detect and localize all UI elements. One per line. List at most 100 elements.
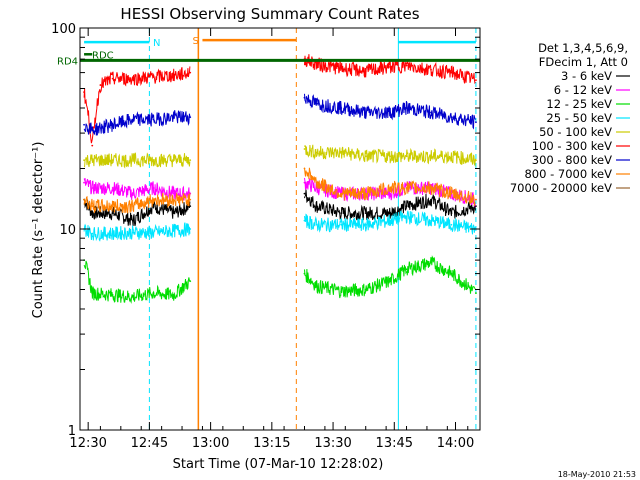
series-7-point-0 [83,198,85,201]
series-5-point-3 [111,77,114,80]
y-tick-label-0: 1 [68,424,76,439]
series-4-point-14 [450,155,453,158]
series-2-point-5 [172,294,175,296]
series-2-point-14 [450,272,453,275]
series-4-point-2 [111,159,114,162]
series-7-point-5 [172,198,175,201]
series-1-point-7 [303,181,306,184]
series-1-point-3 [132,192,134,195]
series-6-point-7 [303,96,306,99]
y-tick-label-2: 100 [51,22,76,37]
series-4-point-10 [364,155,367,158]
series-5-point-9 [315,63,318,66]
series-6-point-15 [475,121,477,124]
series-4-point-0 [83,159,85,162]
series-5-point-16 [475,79,477,82]
series-2-point-1 [91,292,94,294]
series-6-point-4 [152,118,155,121]
series-5-point-0 [83,91,85,93]
series-0-point-7 [303,192,306,195]
legend: Det 1,3,4,5,6,9,FDecim 1, Att 03 - 6 keV… [510,41,630,195]
flag-label-RD4: RD4 [57,56,78,67]
series-6-point-3 [132,118,134,121]
timestamp: 18-May-2010 21:53 [558,470,636,479]
series-line-2 [83,255,476,304]
series-2-point-15 [475,292,477,294]
series-5-point-4 [132,77,134,80]
series-2-point-11 [389,280,392,283]
flag-layer: N S RDC RD4 [57,36,480,67]
series-7-point-7 [303,167,306,170]
series-5-point-1 [91,144,94,147]
legend-entry-4: 50 - 100 keV [539,125,612,139]
series-7-point-10 [364,192,367,195]
series-2-point-7 [303,272,306,275]
flag-label-RDC: RDC [92,50,114,61]
series-0-point-3 [132,219,134,222]
series-3-point-13 [430,219,432,222]
chart-title: HESSI Observing Summary Count Rates [120,5,419,23]
x-tick-label-6: 14:00 [437,436,474,451]
series-1-point-5 [172,192,175,195]
series-5-point-13 [405,64,408,67]
series-3-point-6 [189,228,192,230]
series-2-point-2 [111,294,114,296]
series-4-point-4 [152,159,155,162]
series-6-point-14 [450,116,453,119]
series-4-point-5 [172,159,175,162]
series-0-point-14 [450,212,453,214]
series-0-point-9 [340,212,343,214]
series-7-point-3 [132,205,134,207]
x-tick-label-0: 12:30 [69,436,106,451]
series-6-point-0 [83,123,85,126]
x-tick-label-2: 13:00 [192,436,229,451]
series-0-point-8 [315,205,318,207]
series-5-point-12 [389,66,392,68]
series-7-point-11 [389,187,392,189]
series-7-point-6 [189,198,192,201]
series-6-point-9 [340,107,343,109]
series-6-point-8 [315,102,318,105]
series-3-point-2 [111,232,114,235]
legend-entry-6: 300 - 800 keV [532,153,612,167]
legend-entry-2: 12 - 25 keV [546,97,612,111]
series-4-point-8 [315,151,318,154]
x-tick-label-3: 13:15 [253,436,290,451]
series-1-point-1 [91,187,94,189]
series-line-5 [83,54,476,144]
series-6-point-13 [430,111,432,114]
series-4-point-3 [132,159,134,162]
series-5-point-10 [340,67,343,70]
flag-label-S: S [192,36,198,47]
series-5-point-14 [430,68,432,71]
legend-entry-7: 800 - 7000 keV [524,167,612,181]
legend-entry-0: 3 - 6 keV [561,69,612,83]
series-5-point-7 [189,71,192,74]
flag-label-N: N [153,38,160,49]
series-3-point-1 [91,232,94,235]
series-0-point-13 [430,198,432,201]
series-7-point-8 [315,181,318,184]
series-0-point-10 [364,212,367,214]
axis-layer: 12:30 12:45 13:00 13:15 13:30 13:45 14:00 1 10 10… [51,22,480,451]
series-3-point-11 [389,219,392,222]
x-tick-label-5: 13:45 [376,436,413,451]
series-1-point-4 [152,187,155,189]
series-5-point-5 [152,76,155,78]
series-2-point-13 [430,261,432,264]
legend-entry-5: 100 - 300 keV [532,139,612,153]
legend-entry-8: 7000 - 20000 keV [510,181,612,195]
y-axis-label: Count Rate (s⁻¹ detector⁻¹) [31,142,46,319]
series-6-point-5 [172,116,175,119]
series-3-point-14 [450,223,453,226]
series-7-point-15 [475,198,477,201]
series-5-point-11 [364,70,367,73]
series-2-point-8 [315,285,318,287]
series-4-point-13 [430,155,432,158]
series-7-point-9 [340,192,343,195]
series-0-point-15 [475,205,477,207]
series-2-point-12 [405,268,408,271]
series-0-point-12 [405,205,408,207]
series-3-point-4 [152,231,155,234]
